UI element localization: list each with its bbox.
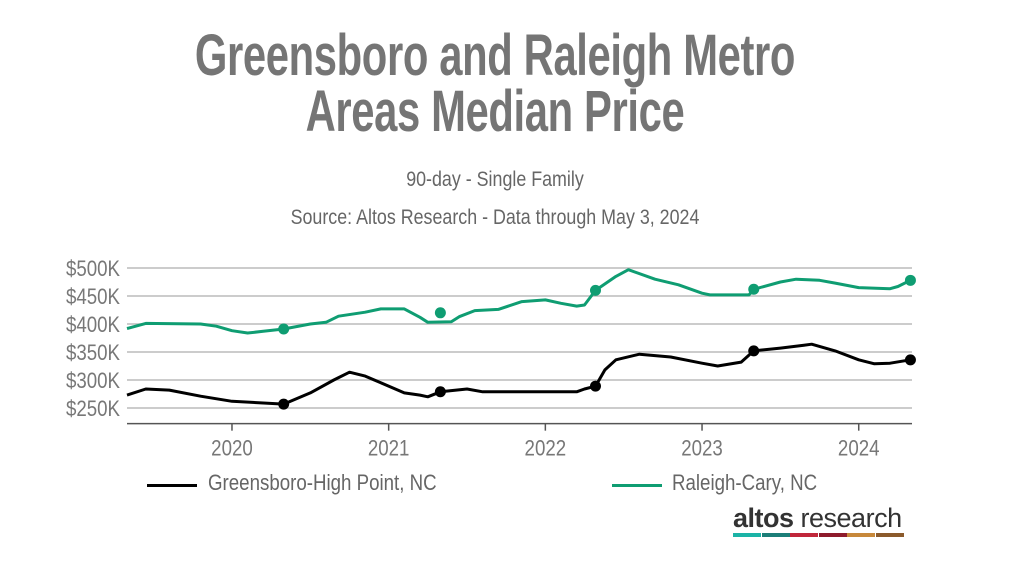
chart-title: Greensboro and Raleigh Metro Areas Media… (194, 23, 796, 144)
logo-bar-segment (847, 533, 875, 537)
series-marker-0 (434, 386, 446, 398)
series-marker-1 (589, 284, 601, 296)
series-marker-1 (278, 323, 290, 335)
logo-bar-segment (875, 533, 904, 537)
legend-swatch-greensboro (147, 484, 197, 487)
logo-bar-segment (733, 533, 761, 537)
y-tick-label: $300K (66, 370, 120, 394)
logo-bar-segment (761, 533, 790, 537)
x-tick-label: 2024 (838, 437, 880, 461)
series-line-0 (126, 342, 911, 406)
series-marker-0 (748, 345, 760, 357)
series-marker-0 (904, 354, 916, 366)
logo-light: research (793, 503, 903, 533)
logo-bar-segment (818, 533, 847, 537)
legend-label-raleigh: Raleigh-Cary, NC (672, 470, 818, 495)
series-marker-1 (748, 283, 760, 295)
x-tick-label: 2023 (681, 437, 723, 461)
legend-swatch-raleigh (612, 484, 662, 487)
y-tick-label: $400K (66, 314, 120, 338)
logo-bar-segment (790, 533, 818, 537)
y-tick-label: $500K (66, 258, 120, 282)
x-tick-label: 2022 (525, 437, 567, 461)
series-marker-1 (434, 307, 446, 319)
y-tick-label: $350K (66, 342, 120, 366)
legend-label-greensboro: Greensboro-High Point, NC (208, 470, 437, 495)
y-tick-label: $450K (66, 286, 120, 310)
x-tick-label: 2021 (368, 437, 410, 461)
x-tick-label: 2020 (211, 437, 253, 461)
chart-subtitle: 90-day - Single Family (406, 168, 584, 191)
chart-source: Source: Altos Research - Data through Ma… (290, 206, 700, 229)
series-marker-0 (278, 398, 290, 410)
y-tick-label: $250K (66, 398, 120, 422)
series-marker-0 (589, 380, 601, 392)
altos-logo: altos research (733, 503, 902, 534)
logo-bold: altos (733, 503, 794, 533)
series-marker-1 (904, 274, 916, 286)
